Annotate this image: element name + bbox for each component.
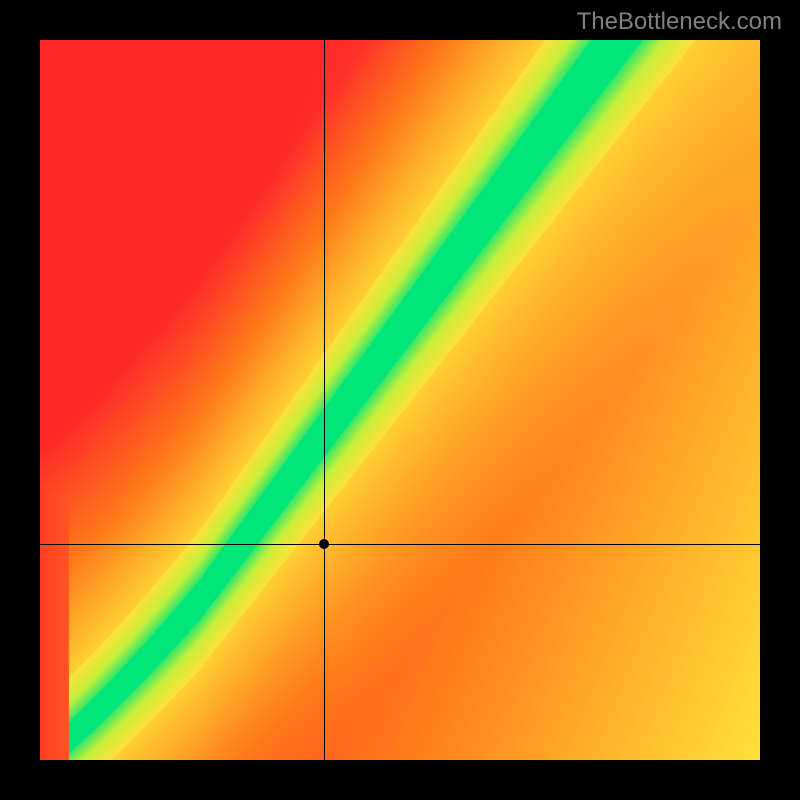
crosshair-horizontal	[40, 544, 760, 545]
heatmap-container	[40, 40, 760, 760]
crosshair-marker	[319, 539, 329, 549]
watermark-text: TheBottleneck.com	[577, 8, 782, 36]
crosshair-vertical	[324, 40, 325, 760]
heatmap-canvas	[40, 40, 760, 760]
